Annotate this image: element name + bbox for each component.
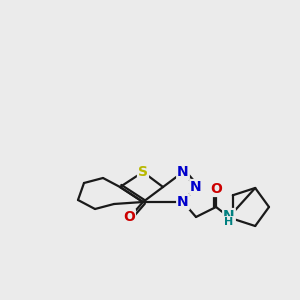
Text: N: N [177,165,189,179]
Text: O: O [123,210,135,224]
Text: N: N [223,209,235,223]
Text: N: N [177,195,189,209]
Text: S: S [138,165,148,179]
Text: N: N [190,180,202,194]
Text: H: H [224,217,234,227]
Text: O: O [210,182,222,196]
